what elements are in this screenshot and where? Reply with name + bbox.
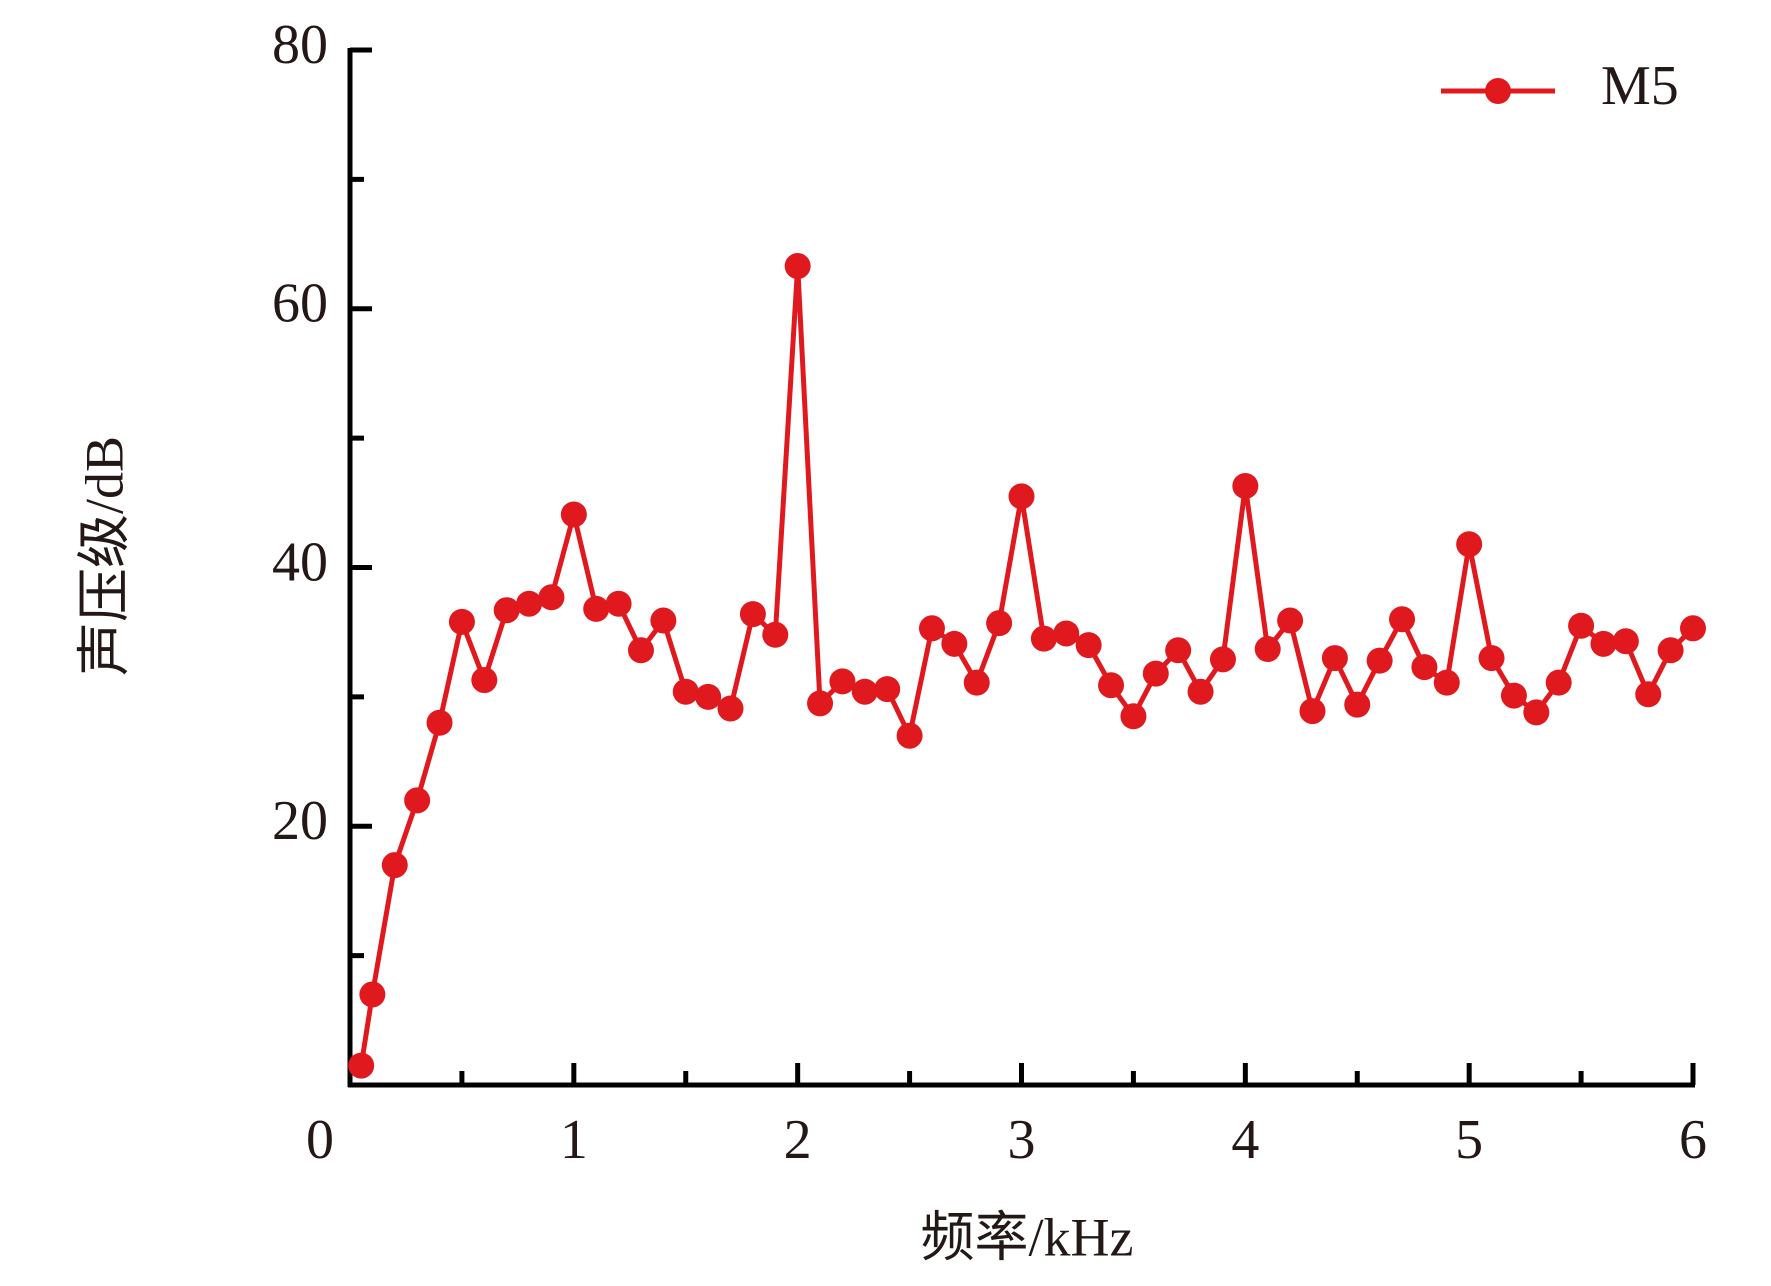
data-point — [1098, 672, 1125, 699]
data-point — [1344, 691, 1371, 718]
x-tick-label: 5 — [1455, 1109, 1483, 1171]
data-point — [560, 501, 587, 528]
data-point — [381, 852, 408, 879]
data-point — [874, 676, 901, 703]
data-point — [1120, 703, 1147, 730]
data-point — [359, 981, 386, 1008]
data-point — [1299, 698, 1326, 725]
legend-marker — [1485, 78, 1511, 104]
data-point — [1500, 682, 1527, 709]
y-tick-label: 20 — [272, 790, 328, 852]
data-point — [627, 637, 654, 664]
data-point — [1277, 607, 1304, 634]
data-point — [1657, 637, 1684, 664]
data-point — [986, 610, 1013, 637]
data-point — [807, 690, 834, 717]
data-point — [1053, 620, 1080, 647]
data-point — [583, 595, 610, 622]
data-point — [1075, 632, 1102, 659]
x-tick-label: 1 — [560, 1109, 588, 1171]
x-tick-label: 0 — [306, 1109, 334, 1171]
data-point — [426, 709, 453, 736]
data-point — [717, 695, 744, 722]
y-tick-label: 40 — [272, 531, 328, 593]
data-point — [1680, 615, 1706, 642]
data-point — [348, 1052, 375, 1079]
data-point — [1187, 678, 1214, 705]
x-tick-label: 4 — [1231, 1109, 1259, 1171]
data-point — [851, 678, 878, 705]
data-point — [471, 667, 498, 694]
data-point — [404, 787, 431, 814]
data-point — [516, 590, 543, 617]
data-point — [1232, 472, 1259, 499]
legend-label: M5 — [1601, 55, 1679, 117]
x-tick-label: 2 — [784, 1109, 812, 1171]
data-point — [672, 678, 699, 705]
y-tick-label: 60 — [272, 273, 328, 335]
data-point — [538, 584, 565, 611]
data-point — [896, 722, 923, 749]
data-point — [605, 590, 632, 617]
data-point — [1254, 636, 1281, 663]
data-point — [1030, 625, 1057, 652]
data-point — [448, 608, 475, 635]
x-axis-label: 频率/kHz — [921, 1207, 1134, 1267]
data-point — [1433, 669, 1460, 696]
data-point — [695, 683, 722, 710]
data-point — [1612, 628, 1639, 655]
data-point — [762, 621, 789, 648]
y-tick-label: 80 — [272, 14, 328, 76]
x-tick-label: 6 — [1679, 1109, 1707, 1171]
data-point — [1142, 660, 1169, 687]
data-point — [1366, 647, 1393, 674]
data-point — [1456, 531, 1483, 558]
data-point — [918, 615, 945, 642]
data-point — [1590, 630, 1617, 657]
data-point — [1008, 483, 1035, 510]
data-point — [784, 253, 811, 280]
data-point — [829, 668, 856, 695]
data-point — [1165, 637, 1192, 664]
data-point — [1568, 612, 1595, 639]
data-point — [1545, 669, 1572, 696]
data-point — [739, 601, 766, 628]
data-point — [1209, 646, 1236, 673]
y-axis-label: 声压级/dB — [74, 436, 134, 676]
data-point — [493, 597, 520, 624]
data-point — [941, 630, 968, 657]
data-point — [1411, 654, 1438, 681]
data-point — [1523, 699, 1550, 726]
data-point — [1635, 681, 1662, 708]
data-point — [963, 669, 990, 696]
data-point — [1321, 645, 1348, 672]
data-point — [1389, 606, 1416, 633]
x-tick-label: 3 — [1008, 1109, 1036, 1171]
data-point — [1478, 645, 1505, 672]
data-point — [650, 607, 677, 634]
